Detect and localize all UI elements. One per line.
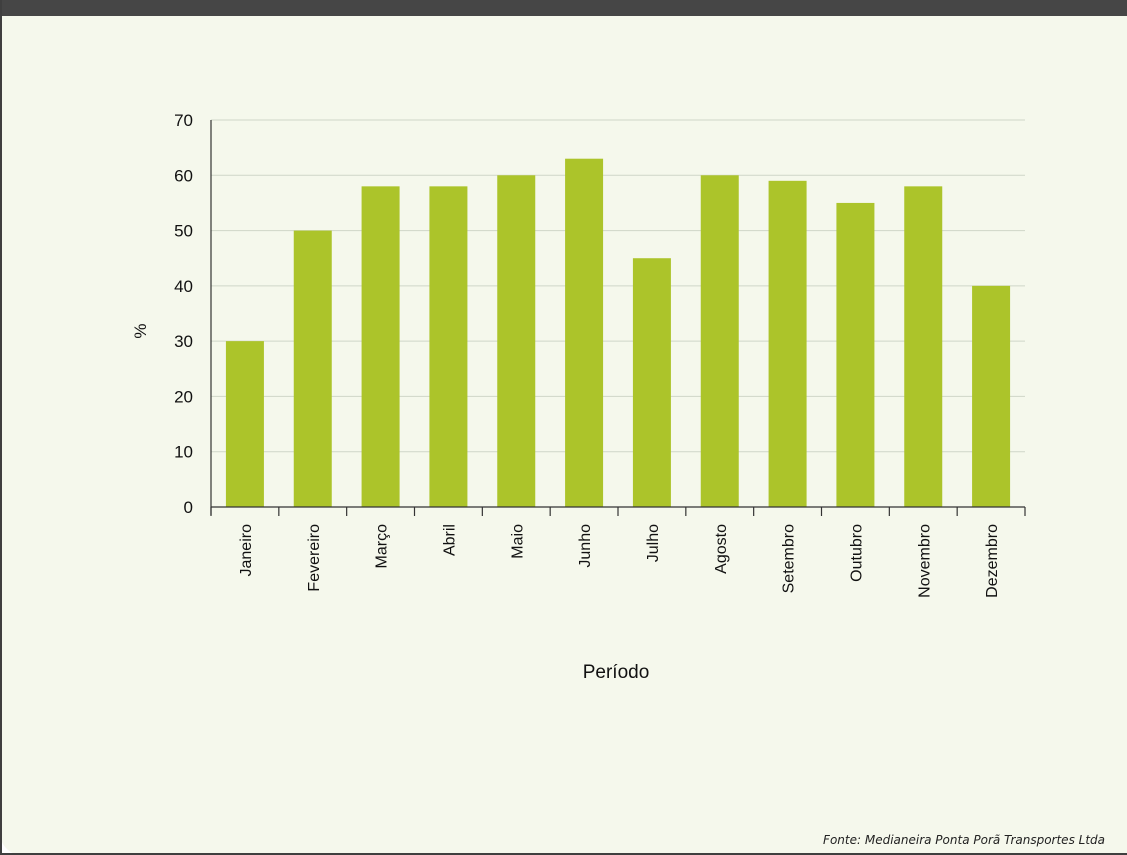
bar	[565, 158, 604, 507]
bars	[225, 158, 1011, 508]
x-tick-label: Setembro	[781, 524, 798, 593]
bar	[700, 175, 739, 508]
x-tick-label: Março	[374, 524, 391, 569]
axes	[210, 120, 1026, 516]
panel-left-border	[0, 0, 2, 855]
x-tick-label: Agosto	[713, 524, 730, 574]
bar	[293, 230, 332, 508]
x-tick-label: Janeiro	[238, 524, 255, 577]
bar	[429, 186, 468, 508]
x-tick-label: Abril	[441, 524, 458, 556]
x-tick-label: Maio	[509, 524, 526, 559]
bar	[225, 341, 264, 507]
x-tick-label: Dezembro	[984, 524, 1001, 598]
x-tick-label: Outubro	[848, 524, 865, 582]
y-tick-label: 0	[184, 498, 193, 517]
x-tick-label: Fevereiro	[306, 524, 323, 592]
y-tick-labels: 0 10 20 30 40 50 60 70	[174, 111, 193, 517]
y-axis-label: %	[131, 323, 150, 338]
gridlines	[211, 119, 1025, 453]
y-tick-label: 10	[174, 443, 193, 462]
y-tick-label: 40	[174, 277, 193, 296]
bar	[836, 202, 875, 507]
y-tick-label: 20	[174, 387, 193, 406]
bar	[497, 175, 536, 508]
source-note: Fonte: Medianeira Ponta Porã Transportes…	[823, 833, 1105, 847]
y-tick-label: 30	[174, 332, 193, 351]
panel-bottom-border	[0, 853, 1127, 855]
y-tick-label: 50	[174, 222, 193, 241]
bar	[361, 186, 400, 508]
x-axis-label: Período	[583, 662, 650, 683]
bar	[632, 258, 671, 507]
x-tick-labels: Janeiro Fevereiro Março Abril Maio Junho Julho…	[238, 524, 1001, 598]
bar	[972, 285, 1011, 507]
bar	[904, 186, 943, 508]
header-bar	[0, 0, 1127, 16]
bar	[768, 180, 807, 508]
x-tick-label: Junho	[577, 524, 594, 568]
x-tick-label: Novembro	[916, 524, 933, 598]
y-tick-label: 60	[174, 166, 193, 185]
y-tick-label: 70	[174, 111, 193, 130]
x-tick-label: Julho	[645, 524, 662, 562]
